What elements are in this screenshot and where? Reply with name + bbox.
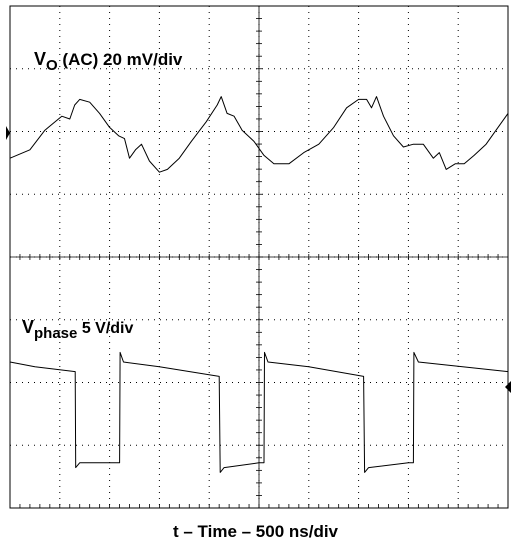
x-axis-label: t – Time – 500 ns/div — [172, 522, 339, 541]
series-1-label-rest: (AC) 20 mV/div — [58, 50, 183, 69]
series-2-trace — [9, 351, 509, 473]
series-2-label-rest: 5 V/div — [77, 320, 133, 337]
series-1-label-sub: O — [46, 57, 58, 74]
ch2-ground-marker — [505, 381, 511, 393]
series-2-label: Vphase 5 V/div — [22, 317, 134, 342]
series-1-label-main: V — [34, 49, 46, 69]
oscilloscope-chart: VO (AC) 20 mV/div Vphase 5 V/div — [6, 5, 511, 509]
series-1-label: VO (AC) 20 mV/div — [34, 49, 183, 74]
series-1-trace — [9, 96, 509, 173]
traces — [9, 96, 509, 473]
ch1-ground-marker — [6, 126, 10, 140]
series-2-label-sub: phase — [34, 325, 77, 342]
graticule — [9, 5, 509, 509]
series-2-label-main: V — [22, 317, 34, 337]
